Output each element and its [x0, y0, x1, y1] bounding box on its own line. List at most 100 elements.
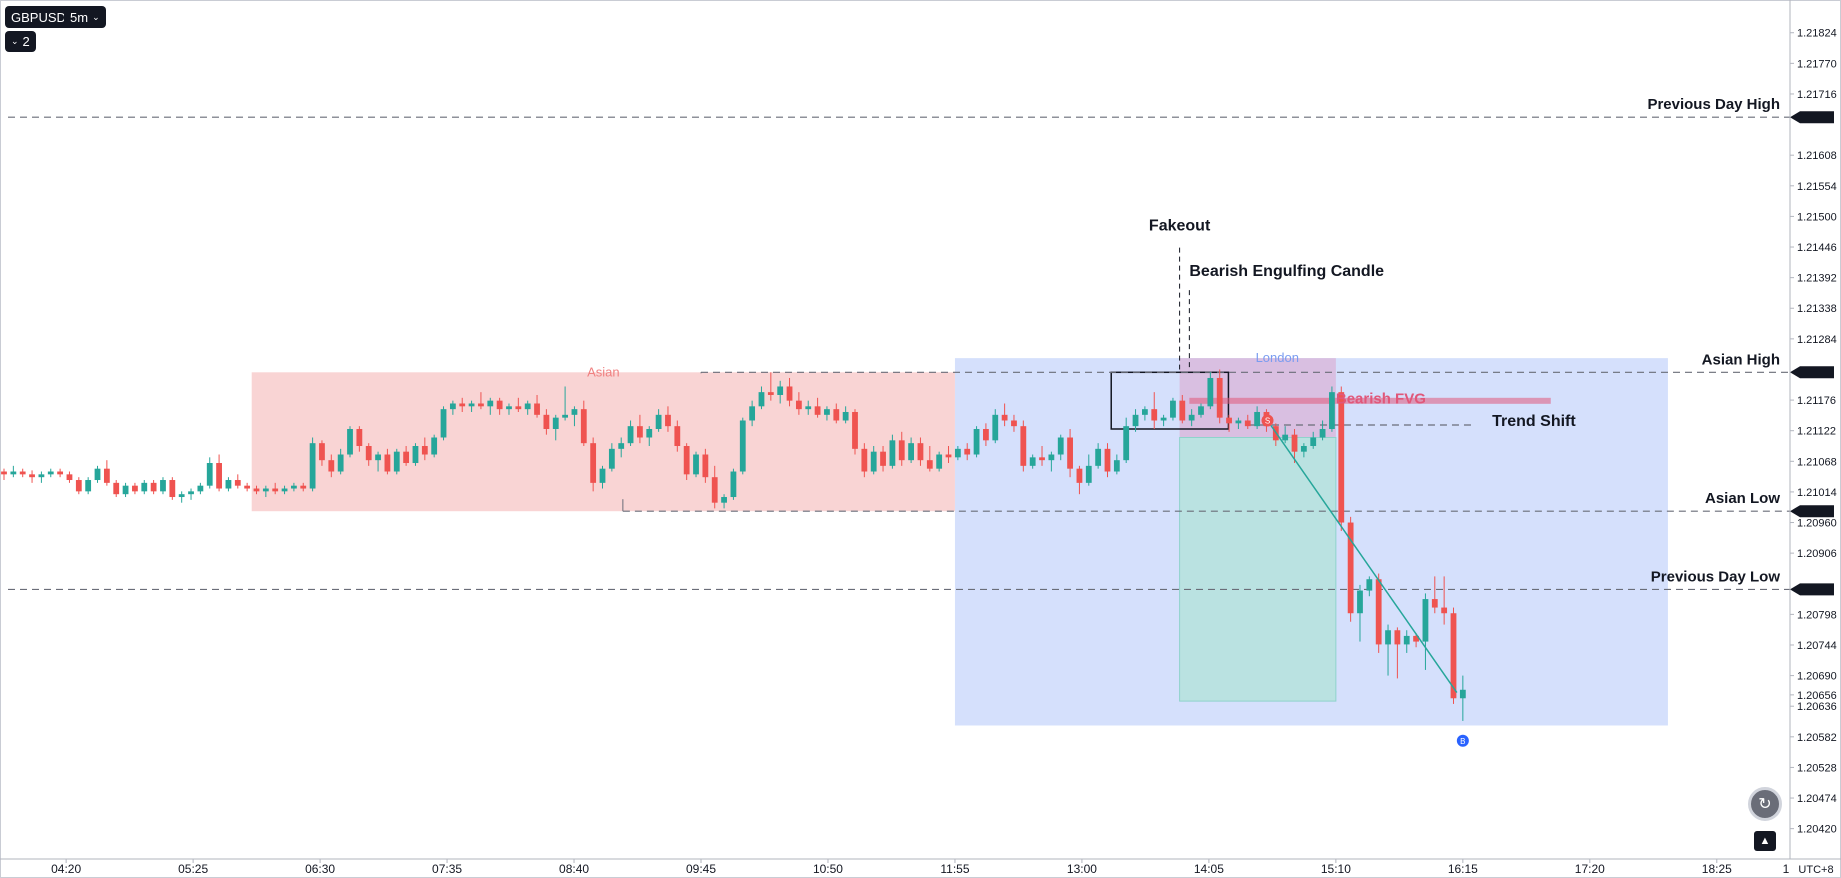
price-tick-label: 1.21770 [1797, 58, 1837, 70]
candle [580, 400, 587, 447]
candle [197, 482, 204, 495]
asian-session-zone[interactable] [251, 372, 955, 512]
candle [814, 397, 821, 418]
symbol-button[interactable]: GBPUSD [5, 6, 72, 28]
candle [319, 440, 325, 466]
candle [487, 397, 494, 415]
price-tick-label: 1.20960 [1797, 518, 1837, 530]
interval-label: 5m [70, 9, 89, 25]
price-tick-label: 1.21176 [1797, 395, 1836, 407]
candle [1329, 386, 1335, 432]
candle [122, 482, 129, 498]
candle [1235, 417, 1242, 429]
price-tick-label: 1.21608 [1797, 150, 1837, 162]
candle [842, 406, 849, 424]
candle [375, 451, 381, 472]
candle [898, 431, 905, 466]
chevron-down-icon: ⌄ [11, 36, 19, 46]
candle [861, 443, 868, 478]
sell-marker-icon[interactable]: S [1261, 414, 1274, 427]
candle [85, 477, 92, 495]
time-tick-label: 18:25 [1702, 862, 1732, 876]
candle [1441, 576, 1448, 625]
candle [730, 468, 737, 500]
candle [1207, 372, 1214, 410]
candle [655, 409, 662, 432]
collapse-count: 2 [22, 34, 30, 49]
candle [1048, 451, 1055, 472]
levels-layer: Previous Day High Asian High Asian Low Prev… [8, 96, 1834, 596]
axis-clip-label: 1 [1783, 862, 1790, 876]
price-tick-label: 1.21392 [1797, 273, 1837, 285]
candle [1076, 465, 1083, 495]
previous-day-low-label: Previous Day Low [1651, 568, 1781, 585]
price-tick-label: 1.21338 [1797, 303, 1837, 315]
candle [973, 426, 980, 458]
candle [206, 457, 213, 489]
candle [1113, 454, 1120, 475]
candle [767, 372, 774, 401]
candle [1151, 392, 1158, 429]
reset-chart-icon: ↻ [1758, 796, 1772, 813]
candle [421, 437, 428, 461]
candle [571, 406, 578, 427]
price-tick-label: 1.20636 [1797, 701, 1837, 713]
candle [431, 434, 438, 458]
interval-button[interactable]: 5m ⌄ [64, 6, 106, 28]
candle [1001, 403, 1008, 427]
candle [1170, 397, 1176, 421]
reset-chart-button[interactable]: ↻ [1748, 787, 1782, 821]
candle [852, 409, 858, 455]
price-tick-label: 1.21122 [1797, 426, 1836, 438]
candle [113, 480, 120, 498]
candle [758, 386, 765, 410]
candle [1385, 624, 1391, 676]
auto-scale-button[interactable]: ▲ [1754, 831, 1776, 851]
candle [1011, 414, 1017, 432]
candle [66, 471, 73, 483]
marker-letter: S [1265, 416, 1270, 425]
candle [459, 397, 466, 412]
candle [178, 491, 185, 503]
candle [309, 437, 316, 492]
candle [57, 468, 64, 478]
time-tick-label: 17:20 [1575, 862, 1605, 876]
candle [291, 482, 297, 492]
candle [1347, 516, 1354, 622]
timezone-label[interactable]: UTC+8 [1798, 864, 1833, 876]
time-tick-label: 08:40 [559, 862, 589, 876]
candle [496, 397, 503, 415]
candle [1179, 394, 1186, 424]
price-axis[interactable] [1790, 0, 1841, 878]
candle [1319, 420, 1326, 441]
candle [393, 448, 400, 475]
buy-marker-icon[interactable]: B [1456, 734, 1469, 747]
candle [1039, 446, 1045, 466]
time-tick-label: 15:10 [1321, 862, 1351, 876]
candle [739, 417, 746, 475]
candle [515, 397, 522, 412]
candle [169, 477, 176, 500]
price-tick-label: 1.21446 [1797, 242, 1837, 254]
indicators-collapse-button[interactable]: ⌄ 2 [5, 31, 36, 52]
price-tick-label: 1.20656 [1797, 690, 1837, 702]
trade-path-line [1266, 420, 1458, 694]
candle [365, 443, 372, 466]
candle [281, 485, 288, 495]
price-tick-label: 1.21068 [1797, 456, 1837, 468]
candle [1282, 426, 1289, 444]
candle [1095, 443, 1102, 469]
candle [1085, 454, 1092, 486]
candle [954, 446, 961, 461]
candle [328, 454, 335, 478]
price-tick-label: 1.21284 [1797, 334, 1837, 346]
candle [272, 482, 279, 495]
candle [1188, 409, 1195, 427]
candle [637, 414, 643, 444]
annotations-layer: Fakeout Bearish Engulfing Candle Bearish F… [1149, 218, 1576, 747]
candle [1123, 417, 1130, 464]
candle [926, 446, 933, 472]
candle [1254, 406, 1261, 429]
target-zone[interactable] [1179, 437, 1337, 702]
